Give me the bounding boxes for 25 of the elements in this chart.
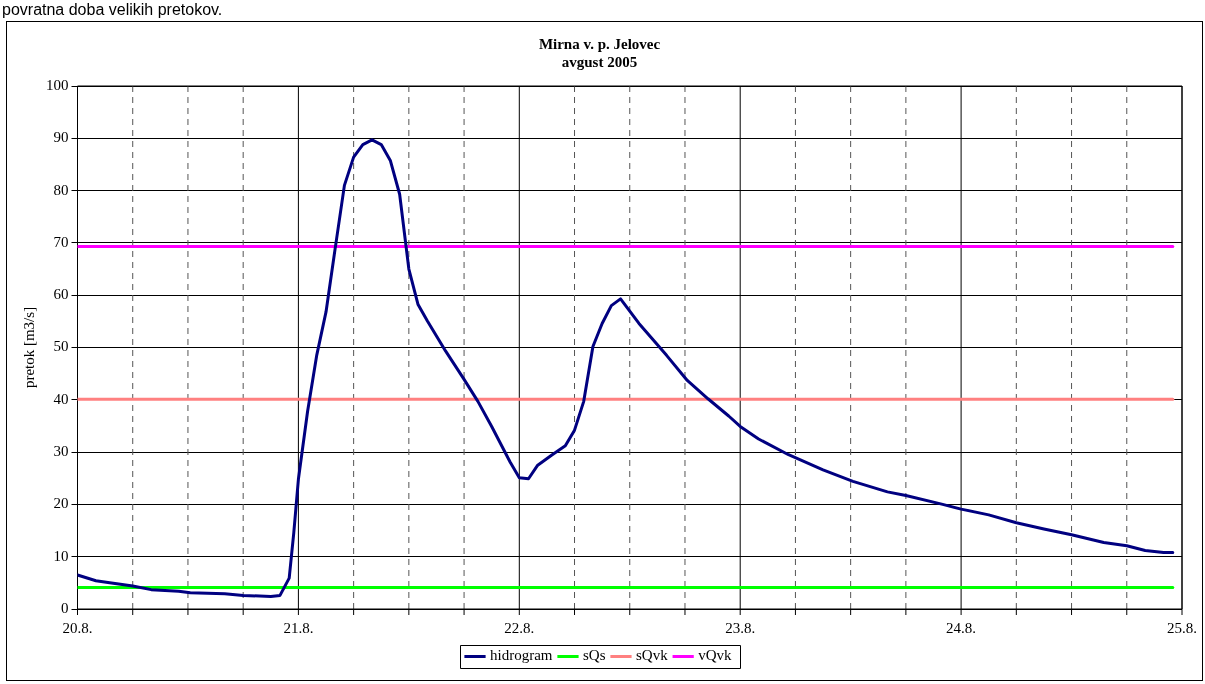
chart-subtitle: avgust 2005: [561, 53, 638, 70]
x-tick-label: 25.8.: [1167, 619, 1197, 636]
x-tick-label: 23.8.: [725, 619, 756, 636]
legend-label: sQvk: [635, 647, 669, 664]
legend-label: hidrogram: [490, 647, 553, 664]
y-tick-label: 30: [53, 443, 69, 460]
x-tick-label: 20.8.: [62, 619, 93, 636]
x-tick-label: 22.8.: [504, 619, 535, 636]
y-tick-label: 40: [53, 390, 69, 407]
y-tick-label: 90: [53, 129, 69, 146]
legend-label: sQs: [582, 647, 606, 664]
y-tick-label: 50: [53, 338, 69, 355]
x-tick-label: 24.8.: [946, 619, 977, 636]
y-tick-label: 80: [53, 181, 69, 198]
y-tick-label: 100: [46, 76, 69, 93]
y-tick-label: 0: [61, 599, 69, 616]
legend-label: vQvk: [698, 647, 732, 664]
text: povratna doba velikih pretokov.: [2, 0, 223, 20]
x-tick-label: 21.8.: [283, 619, 314, 636]
chart-title: Mirna v. p. Jelovec: [538, 35, 661, 52]
y-tick-label: 60: [53, 286, 69, 303]
y-tick-label: 10: [53, 547, 69, 564]
y-tick-label: 70: [53, 233, 69, 250]
y-axis-title: pretok [m3/s]: [20, 306, 37, 389]
y-tick-label: 20: [53, 495, 69, 512]
